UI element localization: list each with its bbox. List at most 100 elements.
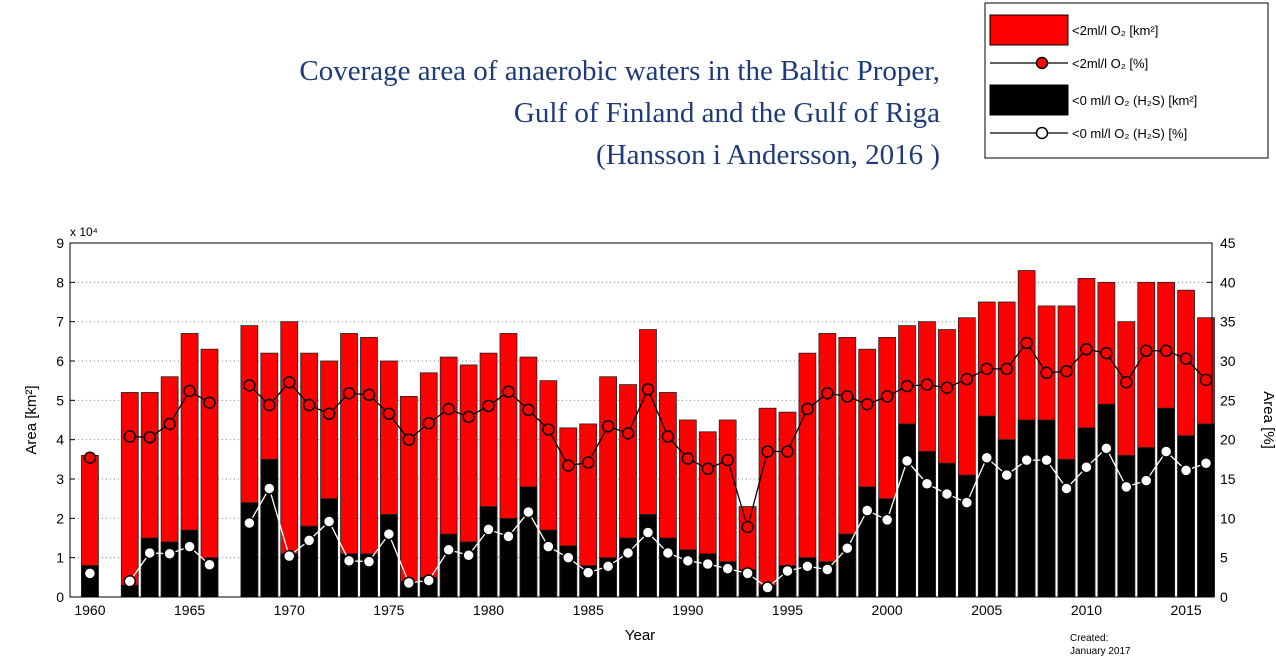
bar bbox=[1037, 419, 1056, 598]
point bbox=[940, 381, 954, 394]
point bbox=[1000, 362, 1013, 376]
point bbox=[342, 387, 356, 400]
bar bbox=[120, 392, 139, 598]
point bbox=[1080, 460, 1093, 474]
point bbox=[1100, 346, 1113, 360]
point bbox=[522, 505, 535, 519]
y-tick-label: 4 bbox=[56, 432, 64, 448]
point bbox=[282, 549, 296, 563]
y-tick-label: 8 bbox=[56, 274, 64, 290]
x-tick-label: 1975 bbox=[373, 602, 404, 618]
x-tick-label: 2010 bbox=[1071, 602, 1102, 618]
point bbox=[880, 390, 894, 403]
point bbox=[342, 554, 356, 568]
bar bbox=[918, 451, 936, 598]
y2-tick-label: 45 bbox=[1220, 235, 1236, 251]
point bbox=[502, 385, 515, 398]
x-tick-label: 2000 bbox=[872, 602, 903, 618]
x-tick-label: 1995 bbox=[772, 602, 803, 618]
point bbox=[522, 403, 535, 417]
point bbox=[143, 431, 156, 444]
point bbox=[801, 560, 814, 573]
point bbox=[562, 459, 575, 472]
bar bbox=[1077, 427, 1096, 598]
point bbox=[1199, 373, 1213, 387]
y-tick-label: 6 bbox=[56, 353, 64, 369]
bar bbox=[858, 486, 877, 598]
y-tick-label: 1 bbox=[56, 550, 64, 566]
point bbox=[821, 387, 834, 400]
point bbox=[1120, 480, 1133, 494]
point bbox=[1159, 344, 1173, 358]
x-axis-label: Year bbox=[625, 627, 655, 644]
chart-title: Coverage area of anaerobic waters in the… bbox=[299, 55, 940, 87]
point bbox=[621, 427, 635, 440]
point bbox=[841, 390, 854, 403]
point bbox=[163, 417, 176, 431]
point bbox=[821, 563, 834, 576]
point bbox=[701, 557, 715, 571]
point bbox=[362, 555, 376, 568]
bar bbox=[1097, 403, 1116, 598]
y-tick-label: 3 bbox=[56, 471, 64, 487]
point bbox=[322, 515, 336, 528]
point bbox=[382, 407, 396, 420]
x-tick-label: 1990 bbox=[672, 602, 703, 618]
point bbox=[781, 445, 794, 458]
y-tick-label: 2 bbox=[56, 510, 64, 526]
point bbox=[841, 541, 854, 555]
point bbox=[1040, 366, 1053, 380]
y2-axis-label: Area [%] bbox=[1260, 391, 1276, 449]
bar bbox=[479, 506, 498, 598]
legend-swatch bbox=[989, 84, 1069, 116]
legend-label: <0 ml/l O₂ (H₂S) [%] bbox=[1072, 126, 1187, 141]
point bbox=[781, 564, 794, 578]
chart-title: Gulf of Finland and the Gulf of Riga bbox=[514, 97, 940, 129]
point bbox=[442, 543, 455, 557]
point bbox=[701, 462, 715, 476]
point bbox=[243, 379, 256, 392]
y2-tick-label: 10 bbox=[1220, 510, 1236, 526]
point bbox=[402, 576, 416, 590]
point bbox=[542, 540, 555, 553]
y2-tick-label: 20 bbox=[1220, 432, 1236, 448]
point bbox=[801, 402, 814, 416]
point bbox=[482, 523, 495, 536]
point bbox=[641, 526, 655, 539]
bar bbox=[380, 514, 398, 598]
point bbox=[960, 372, 974, 386]
bar bbox=[180, 529, 199, 598]
point bbox=[302, 398, 316, 412]
bar bbox=[997, 439, 1016, 598]
chart-title: (Hansson i Andersson, 2016 ) bbox=[596, 139, 940, 171]
point bbox=[263, 482, 276, 495]
point bbox=[542, 423, 555, 436]
y2-tick-label: 40 bbox=[1220, 274, 1236, 290]
point bbox=[1139, 344, 1153, 358]
point bbox=[243, 516, 256, 530]
bar bbox=[1157, 407, 1176, 598]
y2-tick-label: 0 bbox=[1220, 589, 1228, 605]
point bbox=[860, 398, 874, 411]
point bbox=[721, 453, 734, 467]
bar bbox=[977, 415, 996, 598]
point bbox=[1060, 482, 1073, 495]
x-tick-label: 2005 bbox=[971, 602, 1002, 618]
y2-tick-label: 25 bbox=[1220, 392, 1236, 408]
point bbox=[263, 398, 276, 412]
bar bbox=[1177, 435, 1195, 598]
point bbox=[462, 549, 475, 562]
legend-label: <0 ml/l O₂ (H₂S) [km²] bbox=[1072, 93, 1197, 108]
point bbox=[1020, 336, 1033, 350]
point bbox=[741, 520, 754, 534]
bar bbox=[898, 423, 916, 598]
point bbox=[382, 527, 396, 541]
point bbox=[562, 551, 575, 564]
point bbox=[442, 402, 455, 416]
y-tick-label: 5 bbox=[56, 392, 64, 408]
point bbox=[1020, 453, 1033, 467]
y-tick-label: 0 bbox=[56, 589, 64, 605]
point bbox=[462, 410, 475, 424]
point bbox=[900, 379, 914, 393]
point bbox=[1139, 474, 1153, 487]
